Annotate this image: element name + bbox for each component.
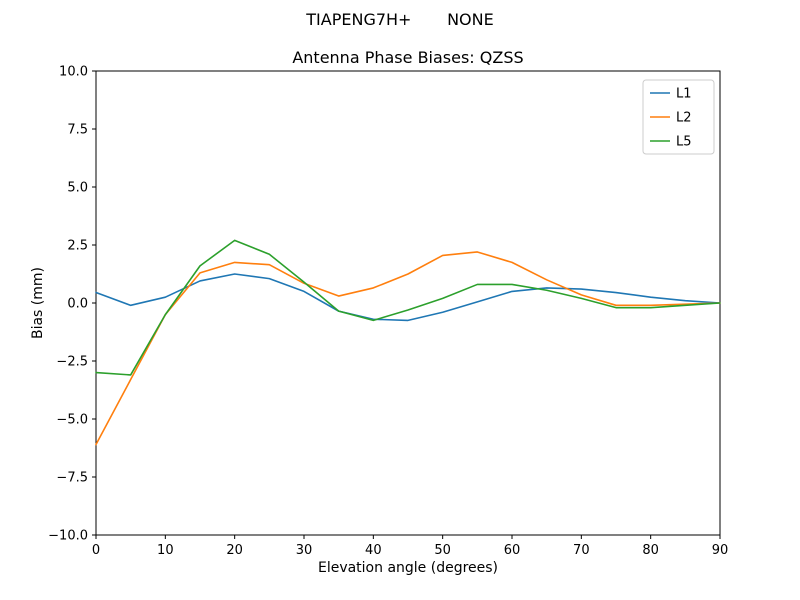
x-tick-label: 90 [712, 543, 729, 558]
plot-frame [95, 70, 721, 536]
y-tick-label: 2.5 [67, 239, 88, 254]
y-tick-label: −10.0 [48, 529, 88, 544]
series-line-l5 [95, 239, 721, 376]
y-tick-label: 10.0 [59, 65, 88, 80]
y-tick-label: 7.5 [67, 123, 88, 138]
x-tick-label: 10 [157, 543, 174, 558]
legend-box [642, 79, 715, 155]
y-tick-label: −7.5 [56, 471, 88, 486]
x-tick-label: 80 [642, 543, 659, 558]
x-tick-label: 0 [92, 543, 100, 558]
x-tick-label: 70 [573, 543, 590, 558]
figure-suptitle: TIAPENG7H+ NONE [306, 10, 494, 29]
legend-label-l5: L5 [676, 135, 692, 150]
y-tick-label: 0.0 [67, 297, 88, 312]
x-tick-label: 50 [434, 543, 451, 558]
y-tick-label: 5.0 [67, 181, 88, 196]
x-tick-label: 20 [226, 543, 243, 558]
x-tick-label: 30 [296, 543, 313, 558]
x-axis-label: Elevation angle (degrees) [317, 560, 499, 576]
x-tick-label: 40 [365, 543, 382, 558]
legend-label-l1: L1 [676, 87, 692, 102]
x-tick-label: 60 [504, 543, 521, 558]
y-tick-label: −2.5 [56, 355, 88, 370]
y-tick-label: −5.0 [56, 413, 88, 428]
legend-label-l2: L2 [676, 111, 692, 126]
series-line-l2 [95, 251, 721, 446]
series-line-l1 [95, 273, 721, 322]
plot-title: Antenna Phase Biases: QZSS [292, 48, 524, 67]
